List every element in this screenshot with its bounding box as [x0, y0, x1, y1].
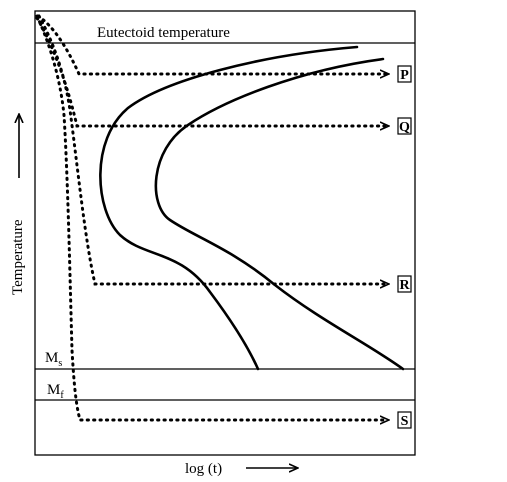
svg-text:R: R — [399, 278, 410, 293]
cooling-path-s — [35, 14, 388, 420]
path-label-p: P — [397, 65, 412, 83]
path-label-q: Q — [397, 117, 412, 135]
svg-text:P: P — [400, 68, 409, 83]
cooling-path-q — [35, 16, 388, 126]
path-label-r: R — [397, 275, 412, 293]
path-label-s: S — [397, 411, 412, 429]
x-axis-label: log (t) — [185, 461, 222, 477]
svg-text:S: S — [401, 414, 409, 429]
y-axis-label: Temperature — [10, 219, 26, 295]
transformation-start-curve — [99, 45, 359, 371]
transformation-finish-curve — [154, 57, 405, 371]
svg-text:Q: Q — [399, 120, 410, 135]
plot-frame — [34, 10, 416, 456]
cooling-path-r — [37, 14, 388, 284]
mf-label: Mf — [47, 382, 64, 401]
cooling-path-p — [36, 14, 388, 74]
ms-label: Ms — [45, 350, 62, 369]
eutectoid-label: Eutectoid temperature — [97, 25, 230, 41]
